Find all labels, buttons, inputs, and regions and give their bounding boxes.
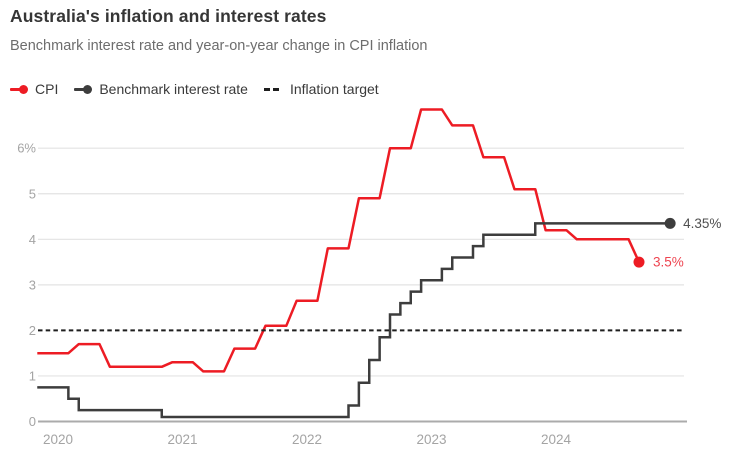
x-tick-label-2022: 2022 [292,432,322,447]
legend-item-inflation-target: Inflation target [263,81,379,97]
y-tick-label-6%: 6% [17,141,36,156]
y-tick-label-1: 1 [29,368,36,383]
benchmark-rate-line [37,222,671,419]
legend-label-inflation-target: Inflation target [289,81,379,97]
legend-item-benchmark-rate: Benchmark interest rate [74,81,248,97]
y-tick-label-0: 0 [29,414,36,429]
benchmark-rate-end-label: 4.35% [683,216,721,231]
legend-label-benchmark-rate: Benchmark interest rate [99,81,248,97]
cpi-end-dot [633,256,645,268]
x-tick-label-2021: 2021 [167,432,197,447]
x-tick-label-2020: 2020 [43,432,73,447]
cpi-line-dot-icon [10,84,28,94]
y-tick-label-4: 4 [29,232,36,247]
chart-subtitle: Benchmark interest rate and year-on-year… [10,38,428,54]
cpi-line [37,108,641,373]
legend-item-cpi: CPI [10,81,58,97]
y-tick-label-3: 3 [29,277,36,292]
chart-title: Australia's inflation and interest rates [10,6,327,26]
inflation-target-dashes-icon [263,84,283,94]
y-tick-label-2: 2 [29,323,36,338]
benchmark-rate-line-dot-icon [74,84,93,94]
x-tick-label-2023: 2023 [416,432,446,447]
y-tick-label-5: 5 [29,186,36,201]
legend-label-cpi: CPI [35,81,59,97]
x-tick-label-2024: 2024 [541,432,572,447]
cpi-end-label: 3.5% [653,255,684,270]
benchmark-rate-end-dot [664,217,676,229]
chart-legend: CPI Benchmark interest rate Inflation ta… [10,81,395,97]
